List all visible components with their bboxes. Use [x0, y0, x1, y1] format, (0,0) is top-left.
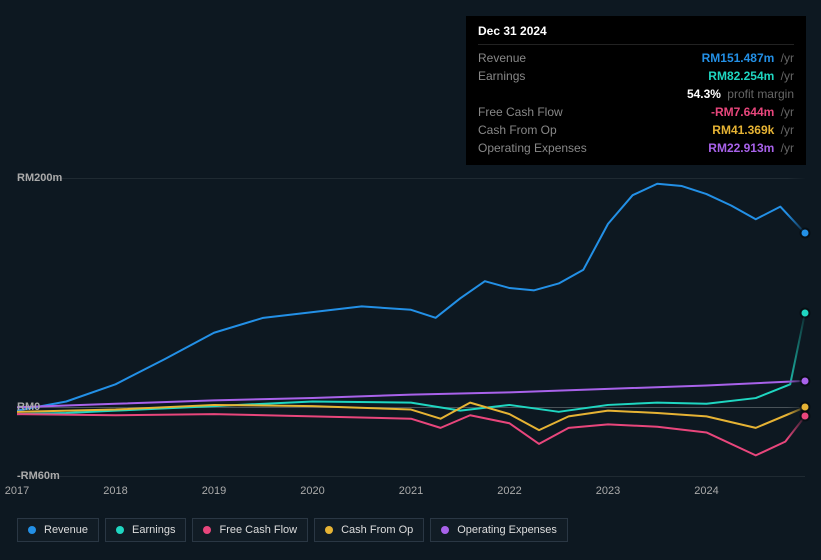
tooltip-value: RM151.487m [702, 51, 775, 65]
tooltip-label: Operating Expenses [478, 141, 587, 155]
x-axis-label: 2022 [497, 485, 521, 497]
series-line [17, 313, 805, 414]
chart-area: RM200m RM0 -RM60m [17, 160, 805, 480]
x-axis-label: 2017 [5, 485, 29, 497]
tooltip-row: Earnings RM82.254m /yr [478, 67, 794, 85]
legend-label: Revenue [44, 524, 88, 536]
legend-item[interactable]: Earnings [105, 518, 186, 542]
tooltip-label: Earnings [478, 69, 525, 83]
legend-dot-icon [203, 526, 211, 534]
chart-tooltip: Dec 31 2024 RevenueRM151.487m /yrEarning… [466, 16, 806, 165]
legend-label: Operating Expenses [457, 524, 557, 536]
tooltip-suffix: /yr [777, 105, 794, 119]
legend-dot-icon [116, 526, 124, 534]
y-axis-label: RM0 [17, 401, 40, 413]
tooltip-suffix: /yr [777, 51, 794, 65]
tooltip-value: RM22.913m [708, 141, 774, 155]
series-line [17, 403, 805, 431]
legend-label: Earnings [132, 524, 175, 536]
tooltip-label: Free Cash Flow [478, 105, 563, 119]
tooltip-row: Operating Expenses RM22.913m /yr [478, 139, 794, 157]
tooltip-row: Cash From Op RM41.369k /yr [478, 121, 794, 139]
plot-area [17, 178, 805, 476]
legend-label: Free Cash Flow [219, 524, 297, 536]
chart-svg [17, 178, 805, 476]
tooltip-date: Dec 31 2024 [478, 24, 794, 45]
legend: Revenue Earnings Free Cash Flow Cash From O… [17, 518, 568, 542]
series-line [17, 414, 805, 455]
tooltip-suffix: /yr [777, 123, 794, 137]
x-axis-label: 2020 [300, 485, 324, 497]
tooltip-value: -RM7.644m [711, 105, 774, 119]
tooltip-suffix: profit margin [724, 87, 794, 101]
series-end-dot [802, 404, 809, 411]
tooltip-value: RM41.369k [712, 123, 774, 137]
series-line [17, 184, 805, 411]
tooltip-row: Free Cash Flow -RM7.644m /yr [478, 103, 794, 121]
legend-item[interactable]: Operating Expenses [430, 518, 568, 542]
tooltip-row: 54.3% profit margin [478, 85, 794, 103]
legend-item[interactable]: Free Cash Flow [192, 518, 308, 542]
series-end-dot [802, 413, 809, 420]
y-axis-label: RM200m [17, 172, 62, 184]
tooltip-value: RM82.254m [708, 69, 774, 83]
series-end-dot [802, 377, 809, 384]
tooltip-label: Revenue [478, 51, 526, 65]
x-axis-label: 2018 [103, 485, 127, 497]
gridline [17, 476, 805, 477]
legend-item[interactable]: Cash From Op [314, 518, 424, 542]
tooltip-rows: Revenue RM151.487m /yr Earnings RM82.254m /… [478, 49, 794, 157]
tooltip-suffix: /yr [777, 141, 794, 155]
series-end-dot [802, 230, 809, 237]
series-end-dot [802, 310, 809, 317]
legend-dot-icon [441, 526, 449, 534]
legend-dot-icon [325, 526, 333, 534]
x-axis-label: 2019 [202, 485, 226, 497]
legend-dot-icon [28, 526, 36, 534]
tooltip-row: Revenue RM151.487m /yr [478, 49, 794, 67]
tooltip-label: Cash From Op [478, 123, 557, 137]
y-axis-label: -RM60m [17, 470, 60, 482]
x-axis-label: 2024 [694, 485, 718, 497]
legend-item[interactable]: Revenue [17, 518, 99, 542]
x-axis-label: 2023 [596, 485, 620, 497]
tooltip-value: 54.3% [687, 87, 721, 101]
legend-label: Cash From Op [341, 524, 413, 536]
tooltip-suffix: /yr [777, 69, 794, 83]
x-axis-label: 2021 [399, 485, 423, 497]
